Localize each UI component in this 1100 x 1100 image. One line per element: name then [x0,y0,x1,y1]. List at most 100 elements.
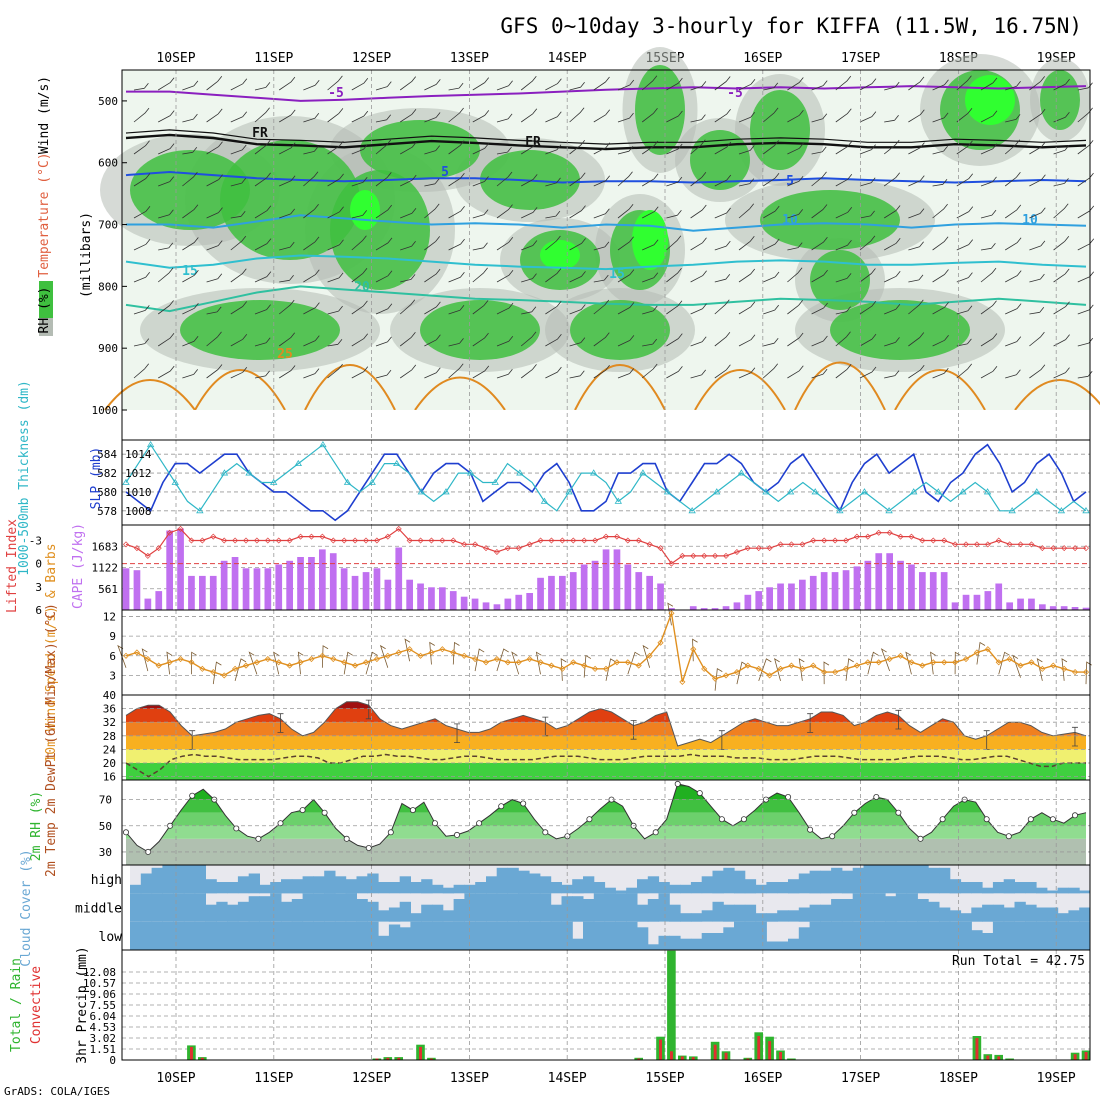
wind-barb [182,270,199,283]
rh-green-area [760,190,900,250]
wind-speed-point [941,659,948,666]
cape-bar [177,528,184,610]
wind-barb [835,75,852,91]
wind-barb [157,300,174,315]
wind-barb [545,177,561,187]
thickness-point [269,478,278,485]
thickness-tick-label: 582 [97,467,117,480]
temp-color-band [126,722,1086,736]
wind-barb [835,174,853,187]
precip-conv-bar [986,1055,990,1060]
cloud-bar [237,921,250,950]
thickness-point [663,488,672,495]
wind-barb [787,209,804,219]
wind-barb [182,171,198,187]
cloud-bar [841,870,854,894]
cloud-bar [399,927,411,950]
wind-speed-point [308,655,315,663]
cloud-bar [906,893,918,922]
wind-tick-label: 12 [103,611,116,624]
precip-conv-bar [397,1057,401,1060]
cloud-bar [669,935,681,950]
bottom-day-label: 16SEP [743,1071,782,1086]
wind-barb [496,146,512,155]
wind-barb [956,239,974,251]
rh-point [476,820,483,827]
wind-barb [976,641,986,665]
wind-barb [932,179,948,187]
wind-barb [690,303,707,315]
cape-bar [580,564,588,610]
wind-barb [690,172,707,187]
wind-barb [254,140,271,155]
wind-barb [835,331,851,347]
li-point [668,560,675,567]
wind-barb [351,300,368,315]
wind-speed-point [668,610,675,617]
cloud-bar [475,882,487,894]
li-point [461,541,468,548]
wind-speed-point [853,662,860,669]
temp-tick-label: 40 [103,689,116,702]
wind-barb [254,271,272,283]
li-point [712,552,719,559]
cloud-bar [313,921,325,950]
li-point [930,537,937,544]
thickness-axis-label: 1000-500mb Thickness (dm) [17,380,32,576]
wind-speed-point [428,649,435,656]
wind-tick-label: 9 [109,630,116,643]
wind-barb [424,145,441,155]
cloud-bar [982,887,994,894]
wind-barb [1012,654,1021,678]
cloud-bar [529,893,541,922]
cloud-bar [140,921,153,950]
rh-point [851,809,858,816]
wind-speed-point [526,655,533,663]
li-tick-label: 6 [35,604,42,617]
wind-barb [206,306,222,315]
wind-barb [835,240,852,251]
wind-speed-point [592,665,599,672]
wind-barb [690,369,707,379]
cloud-bar [324,870,336,894]
cloud-bar [939,867,951,894]
wind-barb [133,338,150,347]
wind-barb [908,175,925,187]
li-point [755,545,762,552]
thickness-point [417,488,426,495]
wind-barb [880,648,891,672]
wind-frame [121,609,1091,696]
rh-green-area [830,300,970,360]
wind-barb [400,141,417,155]
cloud-bar [216,921,228,950]
thickness-point [171,478,179,485]
cape-tick-label: 1122 [92,562,119,575]
contour-label: 5 [441,165,449,180]
rh-point [365,845,372,852]
cape-axis-label: CAPE (J/kg) [71,523,86,609]
wind-barb [569,81,585,91]
wind-barb [859,144,876,155]
contour-label: 25 [277,347,293,362]
wind-barb [787,267,803,283]
wind-barb [278,299,295,315]
rh-high-area [632,210,668,270]
cloud-bar [453,884,465,894]
cloud-bar [227,904,239,922]
wind-barb [424,178,440,187]
li-point [821,537,828,544]
isotherm-line [126,214,1087,232]
cape-bar [1006,602,1013,610]
wind-barb [133,206,151,219]
li-point [744,545,751,552]
wind-barb [399,332,416,347]
wind-barb [545,301,562,315]
cloud-bar [701,933,713,950]
wind-barb [545,366,562,379]
wind-barb [932,368,949,379]
wind-barb [666,110,683,123]
precip-frame [121,949,1091,1061]
wind-barb [375,237,393,251]
wind-speed-point [406,646,413,653]
wind-speed-point [646,652,653,659]
